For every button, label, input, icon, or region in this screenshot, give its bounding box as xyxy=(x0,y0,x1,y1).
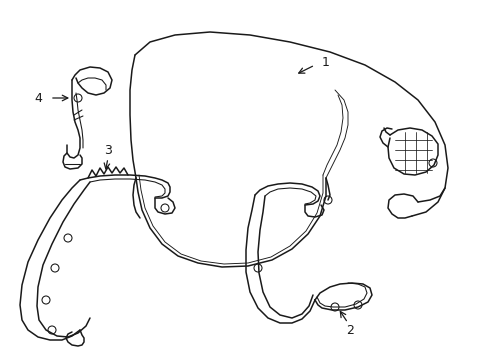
Text: 3: 3 xyxy=(104,144,112,157)
Text: 2: 2 xyxy=(346,324,353,337)
Text: 1: 1 xyxy=(321,55,329,68)
Text: 4: 4 xyxy=(34,91,42,104)
